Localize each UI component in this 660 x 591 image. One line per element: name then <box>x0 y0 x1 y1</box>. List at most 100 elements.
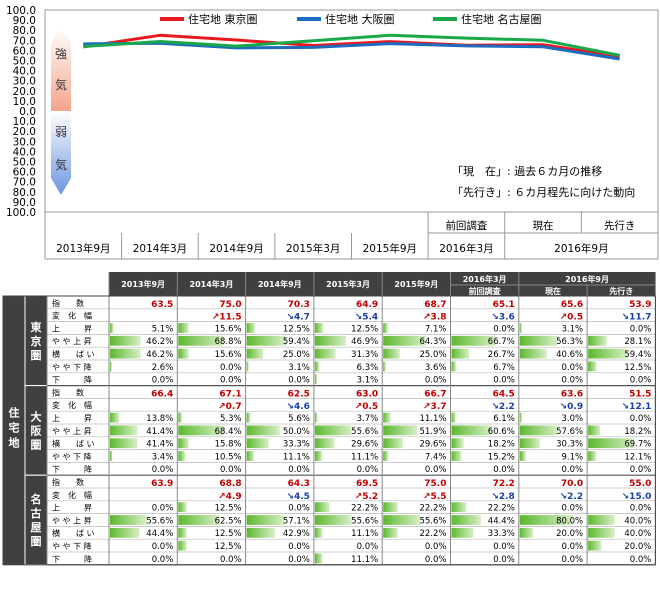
share-value: 0.0% <box>152 555 174 565</box>
change-value: ↗0.5 <box>560 313 583 323</box>
share-value: 20.0% <box>624 542 651 552</box>
sentiment-label: 気 <box>55 77 67 92</box>
x-label-top: 現在 <box>533 220 554 232</box>
x-label-top: 前回調査 <box>445 219 487 232</box>
index-value: 53.9 <box>629 300 651 310</box>
share-value: 6.7% <box>493 363 515 373</box>
share-value: 0.0% <box>288 555 310 565</box>
share-bar <box>451 348 470 359</box>
y-tick-label: 70.0 <box>13 35 36 47</box>
share-bar <box>246 412 251 423</box>
index-value: 68.8 <box>219 479 241 489</box>
share-value: 0.0% <box>630 555 652 565</box>
share-value: 6.1% <box>493 414 515 424</box>
share-bar <box>110 323 114 333</box>
share-value: 9.1% <box>561 452 583 462</box>
share-bar <box>519 323 522 333</box>
share-value: 12.5% <box>624 363 651 373</box>
change-value: ↗4.9 <box>218 492 241 502</box>
y-tick-label: 0.0 <box>19 106 36 118</box>
share-value: 0.0% <box>220 555 242 565</box>
share-value: 7.4% <box>425 452 447 462</box>
share-bar <box>588 438 635 449</box>
row-label: 変 化 幅 <box>52 400 92 410</box>
share-value: 0.0% <box>493 376 515 386</box>
share-value: 57.6% <box>556 427 583 437</box>
index-value: 63.6 <box>561 389 583 399</box>
row-label: 変 化 幅 <box>52 490 92 500</box>
change-value: ↘2.2 <box>491 402 514 412</box>
share-value: 0.0% <box>288 465 310 475</box>
share-value: 12.5% <box>351 324 378 334</box>
change-value: ↘2.8 <box>491 492 514 502</box>
share-value: 62.5% <box>215 516 242 526</box>
share-bar <box>246 361 249 372</box>
share-bar <box>178 425 224 436</box>
share-bar <box>588 425 601 436</box>
share-bar <box>383 438 403 449</box>
share-bar <box>519 335 558 346</box>
region-label: 阪 <box>31 423 43 437</box>
x-label-bottom: 2016年3月 <box>439 242 493 255</box>
share-bar <box>110 438 138 449</box>
series-line-0 <box>83 33 620 59</box>
share-bar <box>246 451 254 461</box>
region-label: 圏 <box>31 349 42 362</box>
index-value: 75.0 <box>219 300 241 310</box>
share-value: 11.1% <box>419 414 446 424</box>
share-value: 22.2% <box>419 504 446 514</box>
row-label: 横 ば い <box>52 528 95 538</box>
share-bar <box>451 502 467 513</box>
share-value: 0.0% <box>630 324 652 334</box>
sentiment-label: 弱 <box>55 125 67 139</box>
share-value: 41.4% <box>146 427 173 437</box>
table-header-date: 2016年9月 <box>565 274 609 284</box>
share-bar <box>451 515 481 525</box>
share-bar <box>246 527 276 538</box>
share-bar <box>519 438 540 449</box>
strong-arrow <box>51 27 71 111</box>
share-bar <box>383 348 400 359</box>
share-value: 5.6% <box>288 414 310 424</box>
legend-label: 住宅地 大阪圏 <box>325 12 395 26</box>
legend-label: 住宅地 名古屋圏 <box>461 12 542 26</box>
share-bar <box>588 540 602 551</box>
share-bar <box>588 527 615 538</box>
side-header-label: 宅 <box>9 420 20 434</box>
share-value: 0.0% <box>561 504 583 514</box>
share-value: 2.6% <box>152 363 174 373</box>
share-value: 11.1% <box>351 529 378 539</box>
share-bar <box>246 348 264 359</box>
row-label: 下 降 <box>52 554 92 564</box>
share-value: 5.1% <box>152 324 174 334</box>
share-bar <box>314 527 323 538</box>
index-value: 75.0 <box>424 479 446 489</box>
row-label: 指 数 <box>52 387 84 397</box>
weak-arrow <box>51 111 71 195</box>
row-label: 上 昇 <box>52 414 92 423</box>
y-tick-label: 40.0 <box>13 66 36 78</box>
share-bar <box>451 412 456 423</box>
share-value: 0.0% <box>152 542 174 552</box>
row-label: 指 数 <box>52 477 84 487</box>
share-value: 0.0% <box>630 414 652 424</box>
y-tick-label: 20.0 <box>13 86 36 98</box>
share-bar <box>588 361 597 372</box>
note-current: 「現 在」: 過去６カ月の推移 <box>452 164 602 178</box>
share-value: 22.2% <box>488 504 515 514</box>
share-value: 0.0% <box>561 542 583 552</box>
share-value: 44.4% <box>146 529 173 539</box>
share-bar <box>588 335 607 346</box>
share-value: 0.0% <box>561 465 583 475</box>
share-value: 59.4% <box>283 337 310 347</box>
share-value: 10.5% <box>215 452 242 462</box>
side-header-label: 住 <box>9 405 20 419</box>
note-outlook: 「先行き」: ６カ月程先に向けた動向 <box>452 185 635 199</box>
share-bar <box>383 425 418 436</box>
legend-label: 住宅地 東京圏 <box>188 12 258 26</box>
plot-border <box>44 9 659 213</box>
share-value: 0.0% <box>220 465 242 475</box>
share-bar <box>178 335 224 346</box>
y-tick-label: 100.0 <box>6 5 36 17</box>
share-bar <box>246 438 269 449</box>
